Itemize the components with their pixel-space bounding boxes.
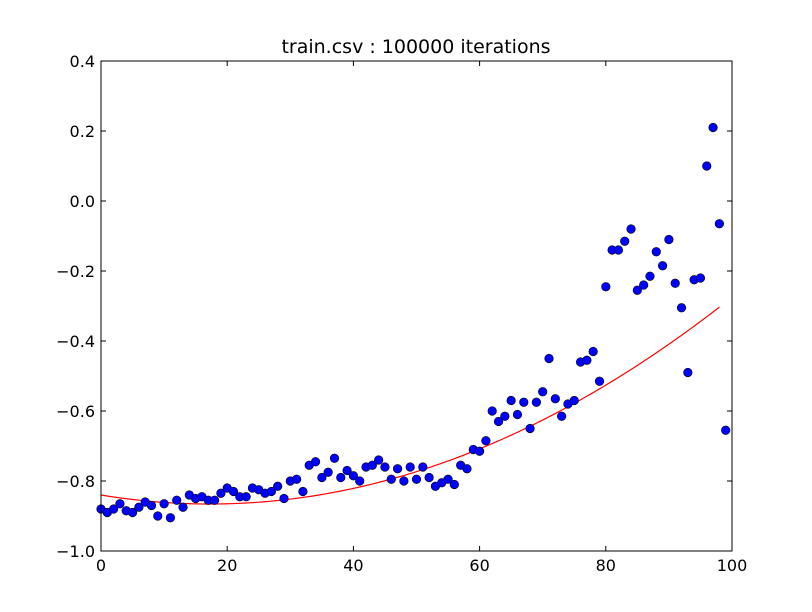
data-point [632,285,642,295]
y-tick-label: 0.4 [70,52,95,71]
data-point [683,367,693,378]
data-point [109,504,119,514]
data-point [601,282,611,292]
data-point [651,247,661,257]
data-point [279,493,289,504]
data-point [613,245,624,255]
data-point [298,486,308,497]
data-point [544,353,554,364]
data-point [506,395,516,406]
y-tick-label: 0.0 [70,192,95,211]
data-point [342,465,352,476]
data-point [500,411,510,421]
data-point [399,476,409,486]
data-point [512,409,523,420]
data-point [115,499,125,509]
data-point [146,500,157,511]
data-point [418,462,428,472]
data-point [127,507,138,518]
y-tick-label: −0.6 [56,402,95,421]
data-point [165,513,176,523]
data-point [273,481,283,491]
data-point [588,346,598,357]
data-point [721,425,731,435]
data-point [550,394,560,404]
chart-title: train.csv : 100000 iterations [281,36,550,58]
data-point [374,455,384,465]
data-point [336,472,346,483]
x-tick-label: 20 [217,556,237,575]
y-tick-label: −0.2 [56,262,95,281]
data-point [582,355,592,365]
data-point [178,502,188,512]
data-point [241,492,251,502]
data-point [620,236,630,246]
y-tick-label: −0.8 [56,472,95,491]
data-point [228,486,239,497]
data-point [449,479,459,490]
data-point [531,397,541,407]
fit-curve-line [101,306,720,505]
data-point [317,472,327,483]
data-point [323,467,333,477]
data-point [569,395,579,406]
data-point [664,234,674,245]
data-point [134,502,144,512]
data-point [695,273,706,283]
data-point [475,446,485,456]
x-tick-label: 0 [96,556,106,575]
data-point [676,303,687,313]
data-point [487,406,497,416]
data-point [462,464,472,474]
data-point [329,453,340,463]
data-point [657,261,668,271]
data-point [392,464,403,474]
data-point [424,472,434,483]
data-point [594,376,605,386]
data-point [405,462,415,472]
x-tick-label: 40 [343,556,363,575]
data-point [209,495,220,505]
data-point [411,474,422,484]
data-point [355,476,365,486]
data-point [159,499,169,509]
data-point [670,278,680,288]
x-tick-label: 80 [596,556,616,575]
data-point [519,397,529,407]
data-point [172,495,182,505]
data-point [708,122,718,133]
data-point [626,224,636,234]
data-point [380,462,390,472]
data-point [310,457,321,467]
plot-area [101,61,732,551]
data-point [216,488,226,498]
data-point [525,423,535,434]
data-point [481,436,491,446]
y-tick-label: 0.2 [70,122,95,141]
data-point [639,280,649,290]
data-point [292,474,302,484]
data-point [702,161,712,171]
x-tick-label: 60 [469,556,489,575]
data-point [557,411,567,421]
data-point [443,474,453,484]
data-point [367,460,377,470]
data-point [714,219,724,229]
x-tick-label: 100 [717,556,748,575]
data-point [538,387,548,397]
data-point [386,474,396,484]
data-point [266,486,276,497]
data-point [348,471,359,481]
data-point [645,271,655,281]
y-tick-label: −1.0 [56,542,95,561]
data-point [493,416,504,427]
data-point [153,511,163,521]
y-tick-label: −0.4 [56,332,95,351]
plot-frame [100,60,733,552]
